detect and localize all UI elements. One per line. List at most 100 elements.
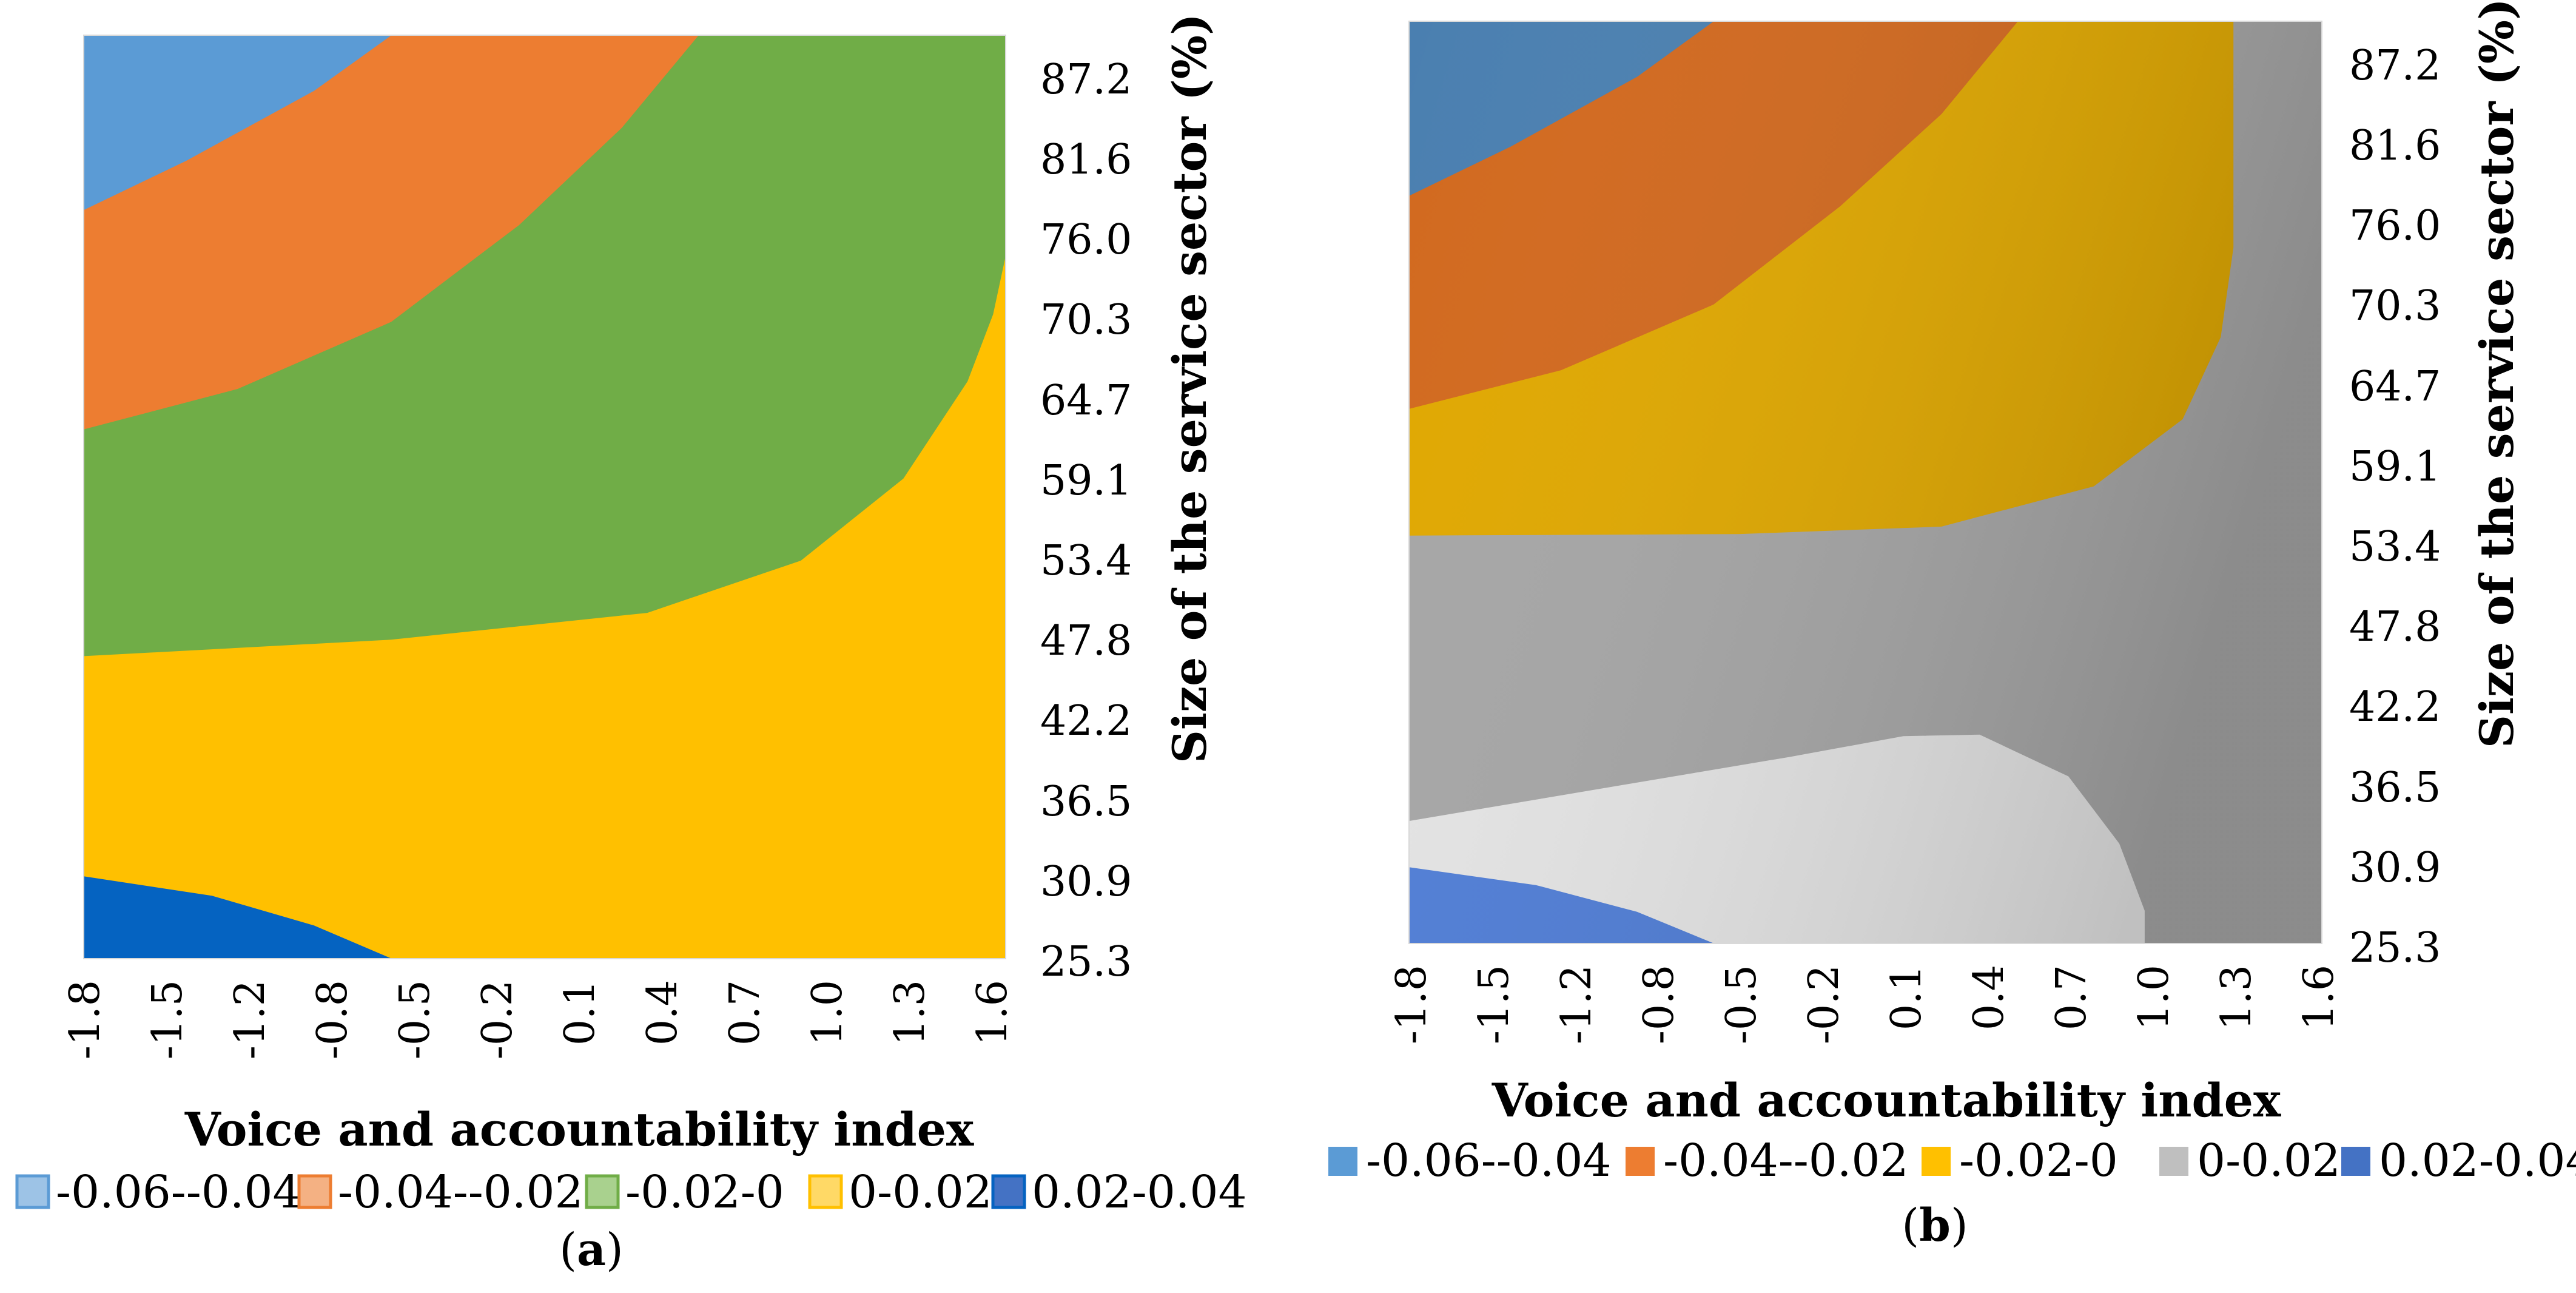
legend-label: -0.04--0.02 bbox=[338, 1166, 583, 1218]
x-tick-label: 0.7 bbox=[721, 980, 769, 1045]
y-tick-labels-b: 87.2 81.6 76.0 70.3 64.7 59.1 53.4 47.8 … bbox=[2349, 42, 2441, 972]
legend-swatch bbox=[808, 1174, 843, 1209]
contour-region bbox=[84, 876, 392, 959]
y-tick-label: 36.5 bbox=[1040, 778, 1132, 826]
legend-b: -0.06--0.04 -0.04--0.02 -0.02-0 0-0.02 0… bbox=[1328, 1135, 2576, 1187]
y-tick-label: 47.8 bbox=[2349, 603, 2441, 651]
y-tick-label: 36.5 bbox=[2349, 764, 2441, 812]
legend-item: 0.02-0.04 bbox=[991, 1166, 1247, 1218]
y-tick-label: 42.2 bbox=[1040, 697, 1132, 745]
chart-panel-a: 87.2 81.6 76.0 70.3 64.7 59.1 53.4 47.8 … bbox=[15, 13, 1247, 1276]
panel-label-open-paren: ( bbox=[559, 1224, 577, 1276]
y-tick-label: 53.4 bbox=[1040, 537, 1132, 585]
legend-swatch bbox=[15, 1174, 50, 1209]
contour-region bbox=[84, 35, 392, 211]
x-tick-label: -0.8 bbox=[309, 980, 357, 1059]
legend-swatch bbox=[1626, 1147, 1655, 1176]
legend-swatch bbox=[991, 1174, 1026, 1209]
legend-label: -0.02-0 bbox=[625, 1166, 784, 1218]
y-tick-label: 42.2 bbox=[2349, 683, 2441, 731]
x-tick-label: 1.6 bbox=[2295, 965, 2343, 1030]
x-tick-label: -0.2 bbox=[474, 980, 522, 1059]
x-tick-label: 0.1 bbox=[1883, 965, 1931, 1030]
y-tick-label: 87.2 bbox=[1040, 56, 1132, 104]
x-tick-label: -1.5 bbox=[1470, 965, 1518, 1044]
panel-label-letter: b bbox=[1919, 1200, 1951, 1252]
x-tick-label: 1.6 bbox=[969, 980, 1017, 1045]
x-axis-title-a: Voice and accountability index bbox=[184, 1102, 974, 1156]
legend-swatch bbox=[1922, 1147, 1951, 1176]
legend-swatch bbox=[585, 1174, 620, 1209]
legend-label: -0.06--0.04 bbox=[56, 1166, 301, 1218]
y-axis-title-b: Size of the service sector (%) bbox=[2470, 0, 2524, 748]
legend-label: -0.04--0.02 bbox=[1663, 1135, 1909, 1187]
y-tick-label: 25.3 bbox=[2349, 924, 2441, 972]
panel-label-letter: a bbox=[577, 1224, 606, 1276]
chart-panel-b: 87.2 81.6 76.0 70.3 64.7 59.1 53.4 47.8 … bbox=[1328, 0, 2576, 1252]
legend-label: 0.02-0.04 bbox=[1032, 1166, 1247, 1218]
plot-area-a bbox=[83, 35, 1006, 959]
legend-item: 0.02-0.04 bbox=[2341, 1135, 2576, 1187]
x-tick-label: -0.2 bbox=[1800, 965, 1848, 1044]
y-axis-title-a: Size of the service sector (%) bbox=[1163, 13, 1217, 763]
x-tick-label: 1.0 bbox=[804, 980, 852, 1045]
y-tick-label: 64.7 bbox=[1040, 377, 1132, 425]
x-tick-label: -1.5 bbox=[144, 980, 192, 1059]
contour-region bbox=[84, 35, 699, 430]
y-tick-label: 59.1 bbox=[2349, 443, 2441, 491]
x-tick-label: -0.5 bbox=[391, 980, 439, 1059]
legend-item: -0.02-0 bbox=[585, 1166, 784, 1218]
x-tick-label: 1.3 bbox=[886, 980, 934, 1045]
x-tick-label: -1.2 bbox=[226, 980, 274, 1059]
legend-swatch bbox=[297, 1174, 332, 1209]
x-tick-labels-a: -1.8 -1.5 -1.2 -0.8 -0.5 -0.2 0.1 0.4 0.… bbox=[61, 980, 1017, 1059]
contour-regions-a bbox=[84, 35, 1006, 959]
legend-item: -0.04--0.02 bbox=[1626, 1135, 1909, 1187]
y-tick-label: 87.2 bbox=[2349, 42, 2441, 90]
y-tick-label: 76.0 bbox=[1040, 216, 1132, 264]
y-tick-label: 81.6 bbox=[2349, 122, 2441, 170]
y-tick-label: 30.9 bbox=[2349, 844, 2441, 892]
legend-swatch bbox=[1328, 1147, 1357, 1176]
x-tick-label: 0.1 bbox=[556, 980, 604, 1045]
legend-item: 0-0.02 bbox=[808, 1166, 992, 1218]
legend-swatch bbox=[2159, 1147, 2188, 1176]
legend-item: -0.06--0.04 bbox=[15, 1166, 301, 1218]
legend-label: -0.06--0.04 bbox=[1366, 1135, 1612, 1187]
panel-label-b: (b) bbox=[1902, 1200, 1968, 1252]
x-tick-label: -1.8 bbox=[1388, 965, 1436, 1044]
y-tick-label: 76.0 bbox=[2349, 202, 2441, 250]
y-tick-label: 70.3 bbox=[1040, 296, 1132, 344]
y-tick-label: 30.9 bbox=[1040, 858, 1132, 906]
legend-item: -0.06--0.04 bbox=[1328, 1135, 1612, 1187]
legend-item: 0-0.02 bbox=[2159, 1135, 2341, 1187]
legend-swatch bbox=[2341, 1147, 2370, 1176]
legend-item: -0.02-0 bbox=[1922, 1135, 2118, 1187]
plot-area-b bbox=[1408, 21, 2322, 944]
x-tick-label: 1.3 bbox=[2213, 965, 2261, 1030]
legend-a: -0.06--0.04 -0.04--0.02 -0.02-0 0-0.02 0… bbox=[15, 1166, 1247, 1218]
x-tick-label: 0.4 bbox=[639, 980, 687, 1045]
panel-label-open-paren: ( bbox=[1902, 1200, 1919, 1252]
x-tick-label: 1.0 bbox=[2130, 965, 2178, 1030]
x-tick-label: -1.2 bbox=[1553, 965, 1601, 1044]
x-tick-label: 0.7 bbox=[2048, 965, 2096, 1030]
x-tick-label: -0.8 bbox=[1635, 965, 1683, 1044]
x-axis-title-b: Voice and accountability index bbox=[1491, 1073, 2281, 1127]
x-tick-labels-b: -1.8 -1.5 -1.2 -0.8 -0.5 -0.2 0.1 0.4 0.… bbox=[1388, 965, 2343, 1044]
y-tick-label: 64.7 bbox=[2349, 363, 2441, 411]
x-tick-label: 0.4 bbox=[1965, 965, 2013, 1030]
legend-label: 0-0.02 bbox=[849, 1166, 992, 1218]
y-tick-label: 53.4 bbox=[2349, 523, 2441, 571]
x-tick-label: -1.8 bbox=[61, 980, 109, 1059]
panel-label-close-paren: ) bbox=[1951, 1200, 1968, 1252]
y-tick-label: 47.8 bbox=[1040, 617, 1132, 665]
y-tick-label: 59.1 bbox=[1040, 457, 1132, 505]
y-tick-label: 70.3 bbox=[2349, 282, 2441, 330]
panel-label-close-paren: ) bbox=[606, 1224, 624, 1276]
legend-item: -0.04--0.02 bbox=[297, 1166, 583, 1218]
legend-label: 0-0.02 bbox=[2197, 1135, 2341, 1187]
x-tick-label: -0.5 bbox=[1718, 965, 1766, 1044]
panel-label-a: (a) bbox=[559, 1224, 624, 1276]
